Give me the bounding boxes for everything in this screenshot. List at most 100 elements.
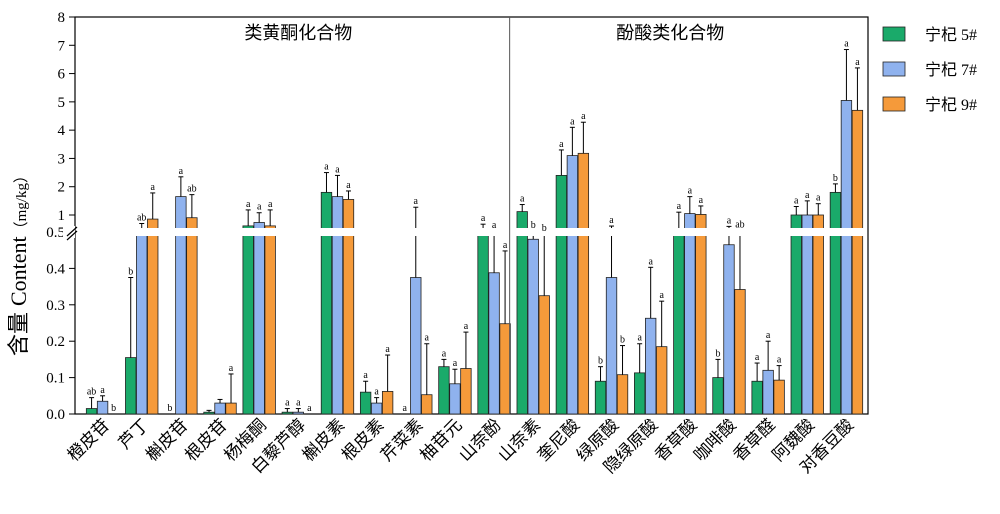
bar — [684, 213, 696, 415]
significance-label: a — [492, 220, 497, 231]
bar — [438, 366, 450, 415]
category-label: 槲皮素 — [299, 415, 348, 464]
legend-swatch — [882, 61, 906, 77]
bar — [359, 391, 372, 415]
y-tick-label: 0.3 — [46, 298, 65, 314]
significance-label: a — [257, 202, 262, 213]
significance-label: a — [844, 39, 849, 50]
bar — [656, 346, 668, 415]
significance-label: b — [598, 356, 603, 367]
bar — [477, 230, 489, 415]
bar — [499, 323, 511, 415]
bar — [829, 191, 842, 415]
significance-label: b — [531, 220, 536, 231]
bar — [281, 411, 293, 415]
bar — [242, 225, 254, 415]
group-titles: 类黄酮化合物 酚酸类化合物 — [244, 17, 724, 414]
category-labels: 橙皮苷 芦丁槲皮苷根皮苷杨梅酮白藜芦醇槲皮素根皮素芹菜素柚苷元山奈酚山奈素奎尼酸绿… — [64, 415, 857, 477]
bar — [840, 100, 853, 415]
y-axis-title-en: Content — [6, 236, 31, 306]
significance-label: a — [648, 256, 653, 267]
significance-label: a — [363, 370, 368, 381]
significance-label: a — [570, 116, 575, 127]
category-label: 根皮素 — [338, 415, 387, 464]
bar — [186, 217, 198, 415]
bar — [812, 214, 824, 415]
significance-label: b — [111, 403, 116, 414]
axis-break-mark — [66, 226, 78, 237]
bar — [712, 377, 724, 415]
y-axis-title-text: 含量 Content（mg/kg） — [6, 168, 31, 356]
bar — [773, 379, 785, 415]
significance-label: a — [324, 162, 329, 173]
axis-break-mark — [66, 230, 78, 241]
y-tick-label: 0.2 — [46, 334, 65, 350]
y-tick-label: 8 — [58, 10, 66, 26]
y-axis-title: 含量 Content（mg/kg） — [6, 168, 31, 356]
significance-label: a — [609, 215, 614, 226]
significance-label: a — [677, 201, 682, 212]
bar — [320, 191, 333, 415]
significance-label: b — [167, 403, 172, 414]
bar — [516, 211, 528, 415]
y-tick-label: 7 — [58, 38, 66, 54]
bar — [370, 402, 383, 415]
bars — [85, 100, 864, 415]
y-axis-title-zh: 含量 — [6, 312, 31, 356]
significance-label: b — [715, 348, 720, 359]
significance-label: ab — [187, 184, 196, 195]
significance-label: a — [766, 330, 771, 341]
significance-label: b — [620, 335, 625, 346]
significance-label: a — [581, 111, 586, 122]
category-label: 咖啡酸 — [690, 415, 739, 464]
bar — [96, 400, 109, 415]
category-label: 香草醛 — [729, 415, 778, 464]
significance-label: b — [542, 223, 547, 234]
bar — [527, 238, 539, 415]
significance-label: a — [559, 139, 564, 150]
y-tick-label: 0.1 — [46, 371, 65, 387]
bar — [460, 368, 472, 415]
y-tick-label: 2 — [58, 180, 66, 196]
significance-label: a — [520, 194, 525, 205]
significance-label: a — [100, 385, 105, 396]
significance-label: a — [659, 290, 664, 301]
group-title: 酚酸类化合物 — [616, 23, 724, 43]
category-label: 香草酸 — [651, 415, 700, 464]
significance-label: a — [268, 199, 273, 210]
y-axis-title-unit: （mg/kg） — [13, 168, 30, 236]
category-label: 根皮苷 — [181, 415, 230, 464]
y-tick-label: 0.5 — [46, 225, 65, 241]
significance-label: a — [150, 182, 155, 193]
legend-label: 宁杞 9# — [925, 96, 977, 114]
significance-label: ab — [87, 387, 96, 398]
significance-label: a — [453, 358, 458, 369]
significance-label: a — [805, 190, 810, 201]
bar — [125, 357, 137, 415]
bar — [225, 402, 237, 415]
bar — [253, 222, 265, 415]
significance-label: a — [442, 348, 447, 359]
significance-label: a — [307, 403, 312, 414]
legend-label: 宁杞 7# — [925, 61, 977, 79]
significance-label: a — [727, 215, 732, 226]
bar — [594, 380, 607, 415]
bar — [851, 109, 864, 415]
bar — [566, 155, 579, 415]
significance-label: b — [128, 267, 133, 278]
bar — [136, 229, 148, 415]
bar — [555, 174, 568, 415]
category-label: 奎尼酸 — [534, 415, 583, 464]
significance-label: a — [246, 199, 251, 210]
significance-label: a — [346, 180, 351, 191]
significance-label: a — [285, 398, 290, 409]
significance-label: a — [503, 240, 508, 251]
significance-label: a — [777, 355, 782, 366]
significance-label: a — [425, 333, 430, 344]
significance-label: a — [816, 193, 821, 204]
category-label: 山奈酚 — [455, 415, 504, 464]
category-label: 山奈素 — [495, 415, 544, 464]
bar — [488, 272, 500, 415]
bar — [85, 408, 98, 415]
